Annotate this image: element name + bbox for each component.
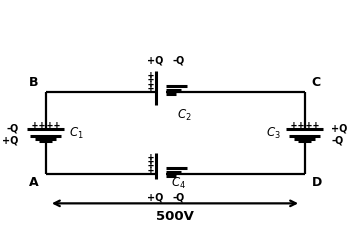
Text: $C_1$: $C_1$ (69, 126, 84, 141)
Text: +Q: +Q (147, 55, 163, 65)
Text: -Q: -Q (173, 55, 185, 65)
Text: -Q: -Q (6, 123, 19, 133)
Text: B: B (29, 76, 38, 89)
Text: +: + (313, 121, 319, 130)
Text: +: + (290, 121, 296, 130)
Text: +: + (54, 121, 60, 130)
Text: +: + (147, 79, 153, 89)
Text: +Q: +Q (331, 123, 348, 133)
Text: +: + (147, 70, 153, 80)
Text: $C_4$: $C_4$ (171, 176, 186, 191)
Text: +: + (39, 121, 44, 130)
Text: +: + (147, 165, 153, 175)
Text: -Q: -Q (173, 193, 185, 203)
Text: +: + (298, 121, 303, 130)
Text: C: C (312, 76, 321, 89)
Text: +: + (147, 156, 153, 166)
Text: $C_2$: $C_2$ (177, 108, 192, 123)
Text: +: + (147, 74, 153, 84)
Text: A: A (29, 176, 38, 189)
Text: -Q: -Q (331, 135, 344, 145)
Text: +: + (47, 121, 52, 130)
Text: +: + (147, 152, 153, 162)
Text: +Q: +Q (2, 135, 19, 145)
Text: $C_3$: $C_3$ (266, 126, 281, 141)
Text: +Q: +Q (147, 193, 163, 203)
Text: +: + (306, 121, 311, 130)
Text: +: + (32, 121, 37, 130)
Text: +: + (147, 160, 153, 170)
Text: +: + (147, 83, 153, 93)
Text: D: D (312, 176, 322, 189)
Text: 500V: 500V (156, 210, 194, 222)
